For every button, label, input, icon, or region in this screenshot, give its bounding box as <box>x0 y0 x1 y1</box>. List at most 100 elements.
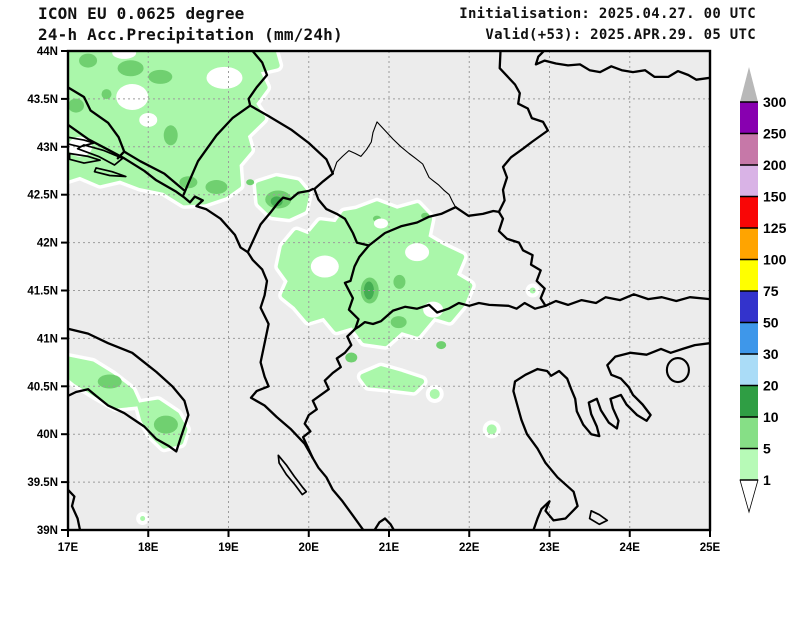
y-tick-label: 42.5N <box>27 190 58 202</box>
y-tick-label: 43N <box>37 142 58 154</box>
y-tick-label: 39.5N <box>27 477 58 489</box>
y-tick-label: 41.5N <box>27 286 58 298</box>
country-border <box>497 210 547 307</box>
country-border <box>544 293 710 307</box>
colorbar-label: 1 <box>763 472 771 488</box>
precip-core-5-10mm <box>148 69 173 84</box>
country-border <box>182 104 252 196</box>
x-tick-label: 21E <box>379 542 400 554</box>
precip-spot-1-5mm <box>486 424 497 435</box>
precip-spot-1-5mm <box>529 287 536 294</box>
precip-hole <box>373 218 388 229</box>
y-tick-label: 40.5N <box>27 381 58 393</box>
country-border <box>354 301 547 330</box>
coastline <box>512 367 579 530</box>
country-border <box>123 150 185 192</box>
coastline <box>68 327 190 453</box>
colorbar-segment <box>740 354 758 386</box>
colorbar-segment <box>740 259 758 291</box>
island-outline <box>93 167 127 178</box>
x-tick-label: 25E <box>700 542 721 554</box>
colorbar-segment <box>740 448 758 480</box>
y-tick-label: 42N <box>37 238 58 250</box>
precip-core-5-10mm <box>436 341 447 350</box>
precip-area-1-5mm <box>360 366 425 393</box>
country-border <box>343 244 371 330</box>
precip-core-5-10mm <box>390 316 407 329</box>
x-tick-label: 19E <box>218 542 239 554</box>
product-title: 24-h Acc.Precipitation (mm/24h) <box>38 25 343 44</box>
colorbar-segment <box>740 385 758 417</box>
precip-core-5-10mm <box>345 352 358 363</box>
colorbar-label: 125 <box>763 220 787 236</box>
colorbar-segment <box>740 133 758 165</box>
grid-lines <box>68 51 710 530</box>
colorbar-label: 5 <box>763 441 771 457</box>
y-tick-label: 44N <box>37 46 58 58</box>
colorbar-label: 75 <box>763 283 779 299</box>
colorbar-over-arrow <box>740 67 758 102</box>
precip-spot-1-5mm <box>140 516 146 522</box>
precip-spot-1-5mm <box>429 388 440 399</box>
precip-core-5-10mm <box>79 53 98 68</box>
precip-hole <box>405 243 430 262</box>
x-tick-label: 23E <box>539 542 560 554</box>
valid-time: Valid(+53): 2025.APR.29. 05 UTC <box>485 27 756 43</box>
country-border <box>313 172 371 247</box>
precip-core-5-10mm <box>153 415 178 434</box>
country-border <box>367 206 457 247</box>
precip-core-5-10mm <box>97 374 122 389</box>
x-tick-label: 18E <box>138 542 159 554</box>
colorbar-segment <box>740 102 758 134</box>
axes: 17E 18E 19E 20E 21E 22E 23E 24E 25E 44N 43.5N 43N 42… <box>27 46 720 554</box>
colorbar-label: 200 <box>763 157 787 173</box>
island-outline <box>68 152 101 164</box>
colorbar-label: 300 <box>763 94 787 110</box>
precip-core-5-10mm <box>117 60 144 77</box>
colorbar-label: 20 <box>763 378 779 394</box>
map-interior <box>68 51 710 530</box>
precip-core-5-10mm <box>205 180 228 195</box>
map-frame <box>66 49 712 532</box>
precip-hole <box>206 66 243 89</box>
precip-hole <box>310 255 339 278</box>
island-outline <box>665 356 690 384</box>
island-outline <box>588 509 609 526</box>
colorbar-under-arrow <box>739 479 759 514</box>
colorbar-segment <box>740 417 758 449</box>
x-tick-label: 24E <box>620 542 641 554</box>
precip-hole <box>116 83 149 110</box>
precip-area-1-5mm <box>277 201 473 347</box>
y-tick-label: 39N <box>37 525 58 537</box>
precip-hole <box>139 112 158 127</box>
colorbar-segment <box>740 165 758 197</box>
kosovo-border <box>332 121 457 208</box>
country-border <box>246 187 314 254</box>
precip-core-10-20mm <box>270 196 283 207</box>
country-border <box>497 51 550 214</box>
colorbar-segment <box>740 228 758 260</box>
precip-hole <box>112 51 137 59</box>
island-outline <box>277 454 308 496</box>
colorbar-label: 30 <box>763 346 779 362</box>
country-border <box>301 327 357 460</box>
precip-core-5-10mm <box>68 98 85 113</box>
colorbar-label: 250 <box>763 126 787 142</box>
precip-core-5-10mm <box>101 89 112 100</box>
colorbar-segment <box>740 196 758 228</box>
x-tick-label: 20E <box>299 542 320 554</box>
colorbar-segment <box>740 291 758 323</box>
model-title: ICON EU 0.0625 degree <box>38 4 245 23</box>
init-time: Initialisation: 2025.04.27. 00 UTC <box>459 6 756 22</box>
colorbar-label: 100 <box>763 252 787 268</box>
precip-core-5-10mm <box>393 274 406 289</box>
colorbar-label: 50 <box>763 315 779 331</box>
island-outline <box>76 144 124 166</box>
y-tick-label: 40N <box>37 429 58 441</box>
geography <box>68 51 710 530</box>
precip-core-5-10mm <box>246 179 255 186</box>
coastline <box>373 517 395 530</box>
x-tick-label: 17E <box>58 542 79 554</box>
